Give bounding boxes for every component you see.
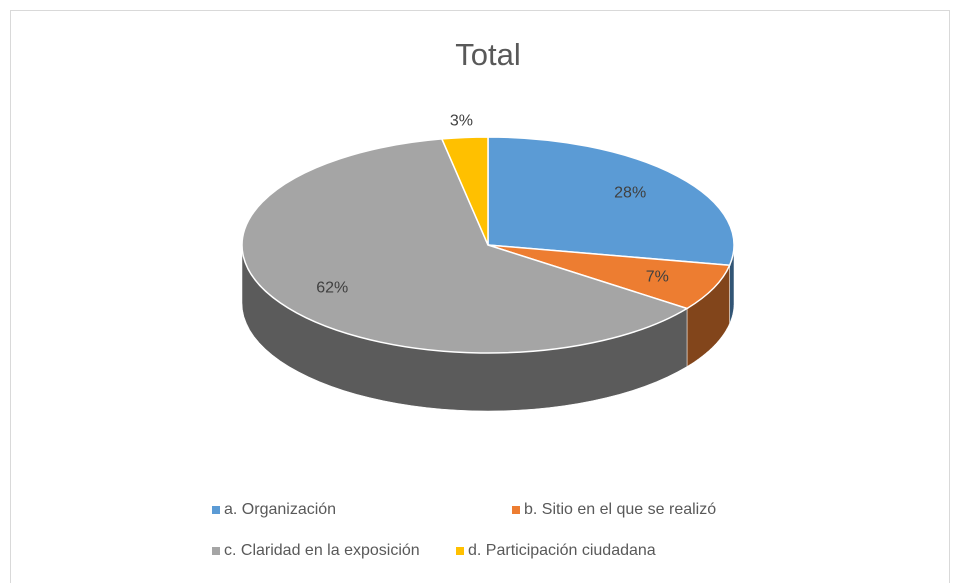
legend-swatch xyxy=(212,547,220,555)
legend-swatch xyxy=(512,506,520,514)
legend-swatch xyxy=(456,547,464,555)
data-label: 3% xyxy=(450,113,473,130)
legend-label: a. Organización xyxy=(224,501,336,518)
data-label: 28% xyxy=(614,185,646,202)
slice xyxy=(487,244,731,310)
legend-label: b. Sitio en el que se realizó xyxy=(524,501,716,518)
slice xyxy=(487,136,735,267)
legend-swatch xyxy=(212,506,220,514)
slice xyxy=(241,138,689,354)
slice xyxy=(440,136,489,246)
chart-title: Total xyxy=(455,37,520,72)
data-label: 62% xyxy=(316,280,348,297)
legend-label: c. Claridad en la exposición xyxy=(224,542,420,559)
data-label: 7% xyxy=(646,268,669,285)
legend-label: d. Participación ciudadana xyxy=(468,542,656,559)
